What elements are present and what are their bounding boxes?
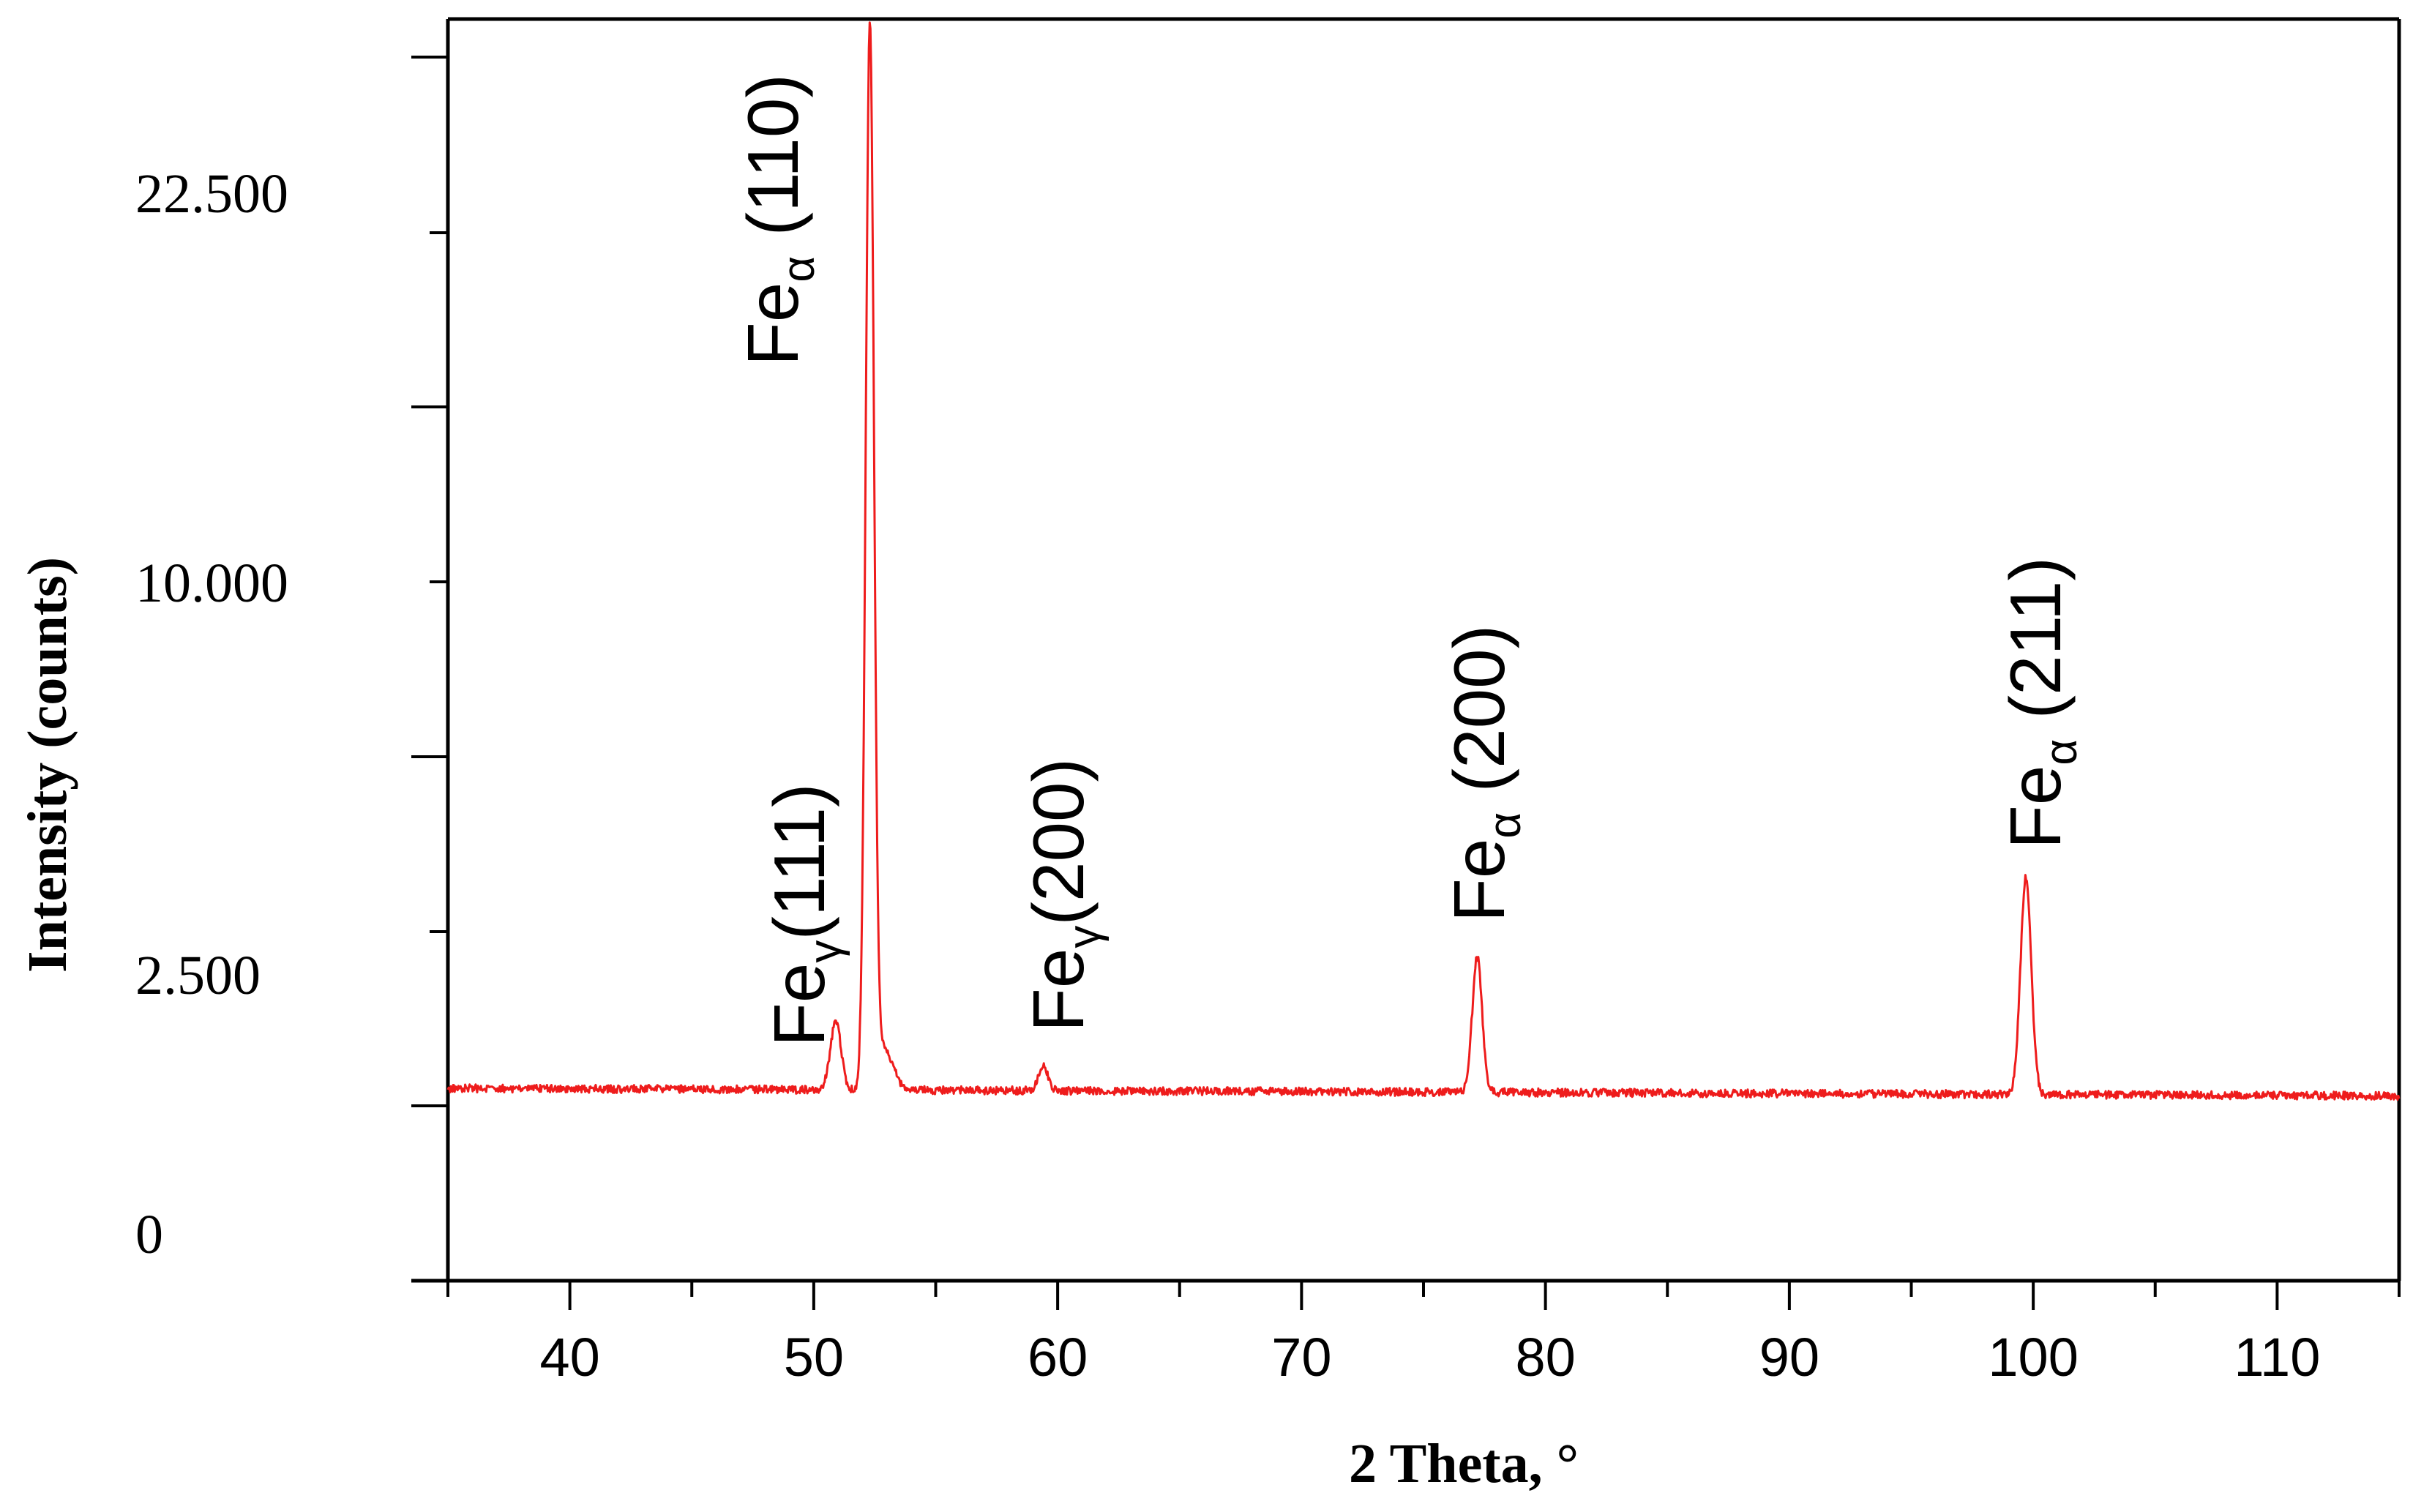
y-axis-title: Intensity (counts) (17, 557, 78, 973)
peak-label: Feα (211) (1995, 557, 2087, 849)
y-tick-label: 10.000 (135, 553, 288, 614)
x-tick-label: 90 (1759, 1327, 1819, 1388)
peak-labels: Feγ(111) Feα (110) Feγ(200) Feα (200) Feα (2… (733, 74, 2087, 1047)
x-tick-labels: 40 50 60 70 80 90 100 110 (539, 1327, 2320, 1388)
x-tick-label: 110 (2234, 1327, 2320, 1388)
x-axis-title: 2 Theta, ° (1349, 1433, 1579, 1494)
diffraction-series-line (446, 21, 2401, 1101)
y-tick-label: 22.500 (135, 163, 288, 225)
y-tick-label: 0 (135, 1204, 163, 1265)
peak-label: Feα (200) (1439, 625, 1530, 922)
y-ticks (411, 56, 448, 1107)
x-tick-label: 40 (539, 1327, 599, 1388)
x-tick-label: 60 (1028, 1327, 1088, 1388)
peak-label: Feα (110) (733, 74, 824, 366)
x-ticks (446, 1281, 2401, 1310)
y-tick-label: 2.500 (135, 945, 261, 1006)
x-tick-label: 50 (784, 1327, 844, 1388)
x-tick-label: 80 (1515, 1327, 1575, 1388)
peak-label: Feγ(111) (759, 783, 850, 1047)
x-tick-label: 70 (1271, 1327, 1331, 1388)
x-tick-label: 100 (1988, 1327, 2078, 1388)
peak-label: Feγ(200) (1018, 758, 1110, 1032)
